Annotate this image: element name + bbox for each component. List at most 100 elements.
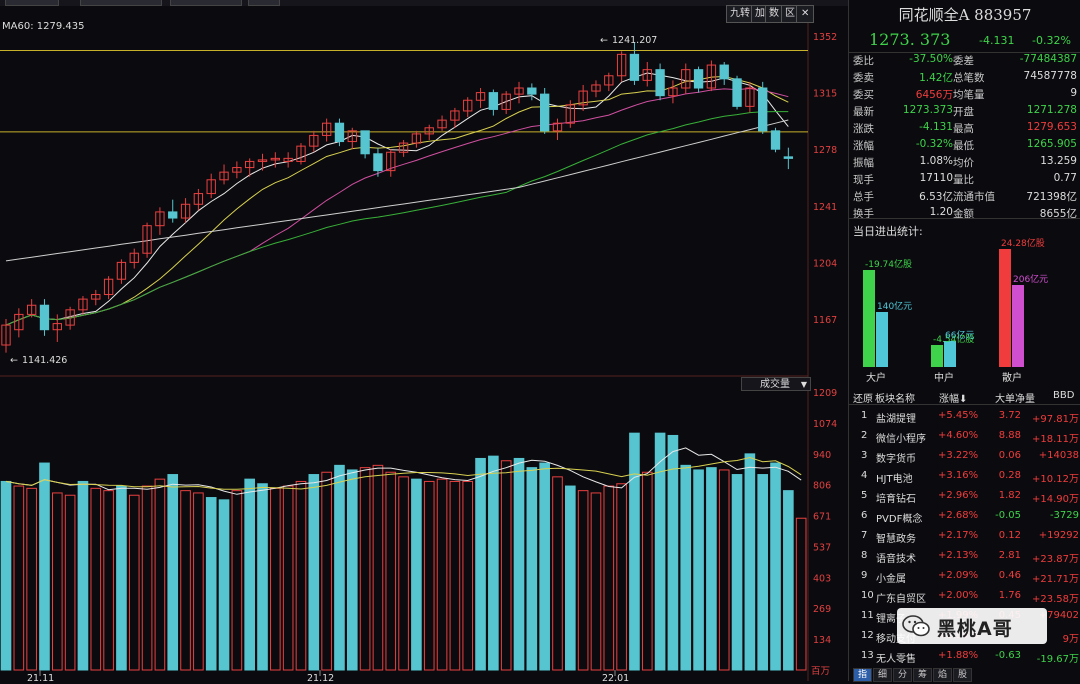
candle-body: [180, 203, 191, 219]
ma60-line: [5, 119, 789, 262]
sector-net-volume: -0.05: [995, 510, 1021, 521]
quote-value: 8655亿: [1039, 208, 1077, 220]
sector-bbd: +14.90万: [1031, 494, 1079, 505]
quote-label: 均笔量: [953, 89, 985, 101]
candle-body: [527, 87, 537, 95]
price-tick-label: 1352: [813, 32, 837, 43]
sector-net-volume: 0.06: [998, 450, 1021, 461]
watermark-text: 黑桃A哥: [937, 618, 1013, 640]
sector-change: +2.13%: [938, 550, 979, 561]
sector-row[interactable]: 1 盐湖提锂 +5.45% 3.72 +97.81万: [849, 406, 1080, 426]
candle-body: [463, 99, 473, 112]
sector-rank: 9: [861, 570, 868, 581]
sector-name: 数字货币: [876, 454, 916, 465]
candle-body: [681, 69, 691, 89]
quote-value: 1265.905: [1026, 138, 1077, 150]
quote-value: 1271.278: [1026, 104, 1077, 116]
sector-bbd: +23.58万: [1031, 594, 1079, 605]
candle-body: [232, 167, 242, 173]
sector-row[interactable]: 9 小金属 +2.09% 0.46 +21.71万: [849, 566, 1080, 586]
volume-bar: [770, 462, 781, 671]
top-tab-1[interactable]: [5, 0, 59, 6]
sector-rank: 13: [861, 650, 874, 661]
flow-group-name: 散户: [1002, 371, 1022, 384]
bottom-tab[interactable]: 细: [873, 668, 892, 682]
sector-name: 锂离子: [876, 614, 906, 625]
kline-chart-area[interactable]: 1352 1315 1278 1241 1204 1167 ← 1241.207 ← 1141.…: [0, 6, 848, 684]
sector-row[interactable]: 6 PVDF概念 +2.68% -0.05 -3729: [849, 506, 1080, 526]
quote-label: 振幅: [853, 157, 874, 169]
top-tab-4[interactable]: [248, 0, 280, 6]
volume-bar: [385, 471, 397, 671]
sector-row[interactable]: 2 微信小程序 +4.60% 8.88 +18.11万: [849, 426, 1080, 446]
quote-row: 委比 -37.50% 委差 -77484387: [853, 53, 1079, 69]
price-tick-label: 1241: [813, 202, 837, 213]
quote-label: 总笔数: [953, 72, 985, 84]
ma5-line: [5, 72, 789, 326]
flow-bar-out: [944, 341, 956, 367]
volume-bar: [295, 480, 307, 671]
volume-bar: [64, 494, 76, 671]
sector-bbd: +79402: [1038, 610, 1079, 621]
candle-body: [103, 278, 114, 296]
quote-value: 13.259: [1040, 155, 1077, 167]
sector-row[interactable]: 8 语音技术 +2.13% 2.81 +23.87万: [849, 546, 1080, 566]
top-tab-2[interactable]: [80, 0, 162, 6]
quote-row: 委买 6456万 均笔量 9: [853, 87, 1079, 103]
bottom-tab[interactable]: 股: [953, 668, 972, 682]
volume-indicator-select[interactable]: 成交量 ▼: [741, 377, 811, 391]
sector-name: 微信小程序: [876, 434, 926, 445]
quote-label: 换手: [853, 208, 874, 220]
quote-label: 均价: [953, 157, 974, 169]
quote-value: 1.08%: [919, 155, 953, 167]
close-icon: ✕: [801, 8, 810, 19]
volume-tick-label: 671: [813, 512, 831, 523]
price-change-pct: -0.32%: [1032, 34, 1071, 47]
volume-bar: [51, 492, 63, 671]
candle-body: [270, 157, 281, 161]
sector-change: +1.88%: [938, 650, 979, 661]
sector-row[interactable]: 4 HJT电池 +3.16% 0.28 +10.12万: [849, 466, 1080, 486]
quote-label: 流通市值: [953, 191, 995, 203]
volume-tick-label: 1074: [813, 419, 837, 430]
candle-body: [26, 304, 37, 315]
sector-name: 智慧政务: [876, 534, 916, 545]
candle-body: [668, 87, 678, 97]
bottom-tab[interactable]: 筹: [913, 668, 932, 682]
volume-bar: [488, 455, 499, 671]
flow-bar-in: [863, 270, 875, 367]
sector-header-3[interactable]: 大单净量: [995, 394, 1035, 405]
sector-row[interactable]: 7 智慧政务 +2.17% 0.12 +19292: [849, 526, 1080, 546]
sector-row[interactable]: 10 广东自贸区 +2.00% 1.76 +23.58万: [849, 586, 1080, 606]
chevron-down-icon: ▼: [800, 380, 807, 389]
close-chart-button[interactable]: ✕: [796, 5, 815, 23]
sector-row[interactable]: 3 数字货币 +3.22% 0.06 +14038: [849, 446, 1080, 466]
candle-body: [783, 156, 794, 159]
sector-change: +4.60%: [938, 430, 979, 441]
flow-group-name: 大户: [866, 371, 886, 384]
sector-row[interactable]: 5 培育钻石 +2.96% 1.82 +14.90万: [849, 486, 1080, 506]
volume-tick-label: 403: [813, 573, 831, 584]
flow-bar-in: [999, 249, 1011, 367]
volume-bar: [90, 487, 102, 671]
sector-header-2[interactable]: 涨幅⬇: [939, 394, 968, 405]
quote-label: 涨幅: [853, 140, 874, 152]
flow-in-label: -19.74亿股: [865, 258, 912, 270]
bottom-tab[interactable]: 分: [893, 668, 912, 682]
volume-bar: [680, 464, 692, 671]
sector-row[interactable]: 13 无人零售 +1.88% -0.63 -19.67万: [849, 646, 1080, 666]
price-change: -4.131: [979, 34, 1015, 47]
bottom-tab[interactable]: 焰: [933, 668, 952, 682]
sector-header-4[interactable]: BBD: [1053, 390, 1075, 401]
volume-bar: [0, 480, 12, 671]
volume-bar: [654, 432, 666, 671]
jiuzhuan-button[interactable]: 九转: [726, 5, 754, 23]
quote-label: 委卖: [853, 72, 874, 84]
bottom-tab[interactable]: 指: [853, 668, 872, 682]
volume-bar: [795, 517, 807, 671]
volume-bar: [552, 476, 563, 671]
volume-bar: [257, 483, 268, 671]
top-tab-3[interactable]: [170, 0, 242, 6]
sector-net-volume: 8.88: [998, 430, 1021, 441]
